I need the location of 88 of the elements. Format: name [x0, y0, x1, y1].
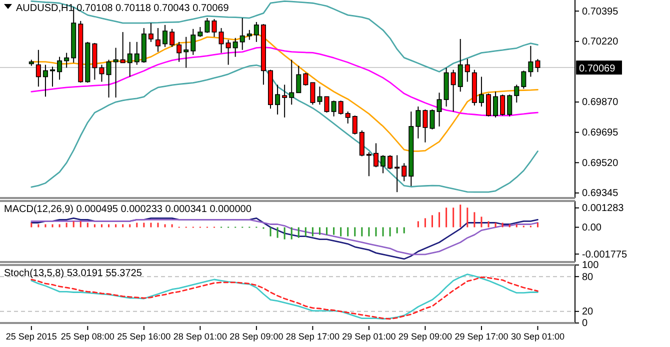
candlestick	[422, 108, 428, 143]
candlestick	[486, 93, 492, 117]
candlestick	[127, 41, 132, 78]
candlestick	[478, 76, 484, 108]
candlestick	[402, 162, 407, 182]
y-tick-label: 0.69870	[582, 97, 619, 108]
candlestick	[190, 28, 196, 56]
candlestick	[416, 106, 421, 139]
x-tick-label: 28 Sep 17:00	[286, 331, 340, 342]
candlestick	[528, 45, 534, 78]
x-tick-label: 25 Sep 16:00	[117, 331, 171, 342]
ref-line-label: 0.70069	[579, 64, 616, 75]
candlestick	[92, 42, 98, 80]
candlestick	[535, 58, 540, 73]
candlestick	[246, 29, 252, 40]
candlestick	[113, 47, 118, 98]
candlestick	[254, 22, 259, 42]
x-tick-label: 29 Sep 17:00	[454, 331, 508, 342]
x-tick-label: 29 Sep 01:00	[342, 331, 396, 342]
candlestick	[218, 28, 224, 54]
candlestick	[507, 94, 512, 117]
y-tick-label: 0.69695	[582, 128, 619, 139]
candlestick	[324, 96, 330, 114]
candlestick	[204, 18, 210, 34]
candlestick	[317, 86, 322, 106]
candlestick	[464, 58, 470, 82]
candlestick	[493, 91, 498, 118]
candlestick	[212, 18, 217, 38]
candlestick	[303, 72, 308, 86]
y-tick-label: 0	[582, 318, 588, 330]
candlestick	[198, 26, 203, 38]
x-tick-label: 25 Sep 08:00	[60, 331, 114, 342]
y-tick-label: -0.001775	[582, 249, 628, 260]
x-tick-label: 28 Sep 01:00	[173, 331, 227, 342]
x-tick-label: 29 Sep 09:00	[398, 331, 452, 342]
candlestick	[373, 142, 378, 168]
candlestick	[240, 18, 245, 50]
candlestick	[148, 22, 154, 42]
candlestick	[184, 36, 189, 68]
candlestick	[514, 84, 520, 104]
candlestick	[500, 94, 506, 116]
candlestick	[99, 64, 104, 82]
x-tick-label: 28 Sep 09:00	[230, 331, 284, 342]
candlestick	[430, 108, 435, 130]
candlestick	[380, 154, 386, 174]
candlestick	[436, 92, 442, 127]
candlestick	[450, 69, 456, 112]
candlestick	[345, 111, 350, 124]
y-tick-label: 0.70220	[582, 36, 619, 48]
candlestick	[338, 100, 344, 116]
y-tick-label: 0.69520	[582, 158, 619, 169]
candlestick	[120, 32, 126, 64]
candlestick	[282, 84, 288, 118]
candlestick	[275, 84, 280, 116]
candlestick	[162, 24, 168, 48]
y-tick-label: 100	[582, 260, 600, 272]
candlestick	[134, 41, 140, 66]
y-tick-label: 0.69345	[582, 188, 619, 200]
candlestick	[232, 37, 238, 58]
candlestick	[388, 154, 393, 170]
candlestick	[331, 100, 336, 117]
y-tick-label: 80	[582, 272, 594, 283]
candlestick	[36, 49, 41, 88]
y-tick-label: 0.001283	[582, 203, 624, 214]
y-tick-label: 0.70395	[582, 6, 619, 18]
candlestick	[458, 38, 463, 92]
candlestick	[106, 59, 112, 98]
candlestick	[359, 130, 364, 157]
y-tick-label: 0.00	[582, 222, 602, 234]
candlestick	[521, 70, 526, 90]
candlestick	[170, 28, 175, 48]
x-tick-label: 25 Sep 2015	[6, 331, 57, 342]
x-tick-label: 30 Sep 01:00	[510, 331, 565, 342]
candlestick	[226, 39, 231, 66]
y-tick-label: 20	[582, 306, 594, 318]
line-series	[30, 64, 538, 193]
candlestick	[42, 64, 48, 98]
candlestick	[64, 52, 70, 68]
candlestick	[155, 28, 160, 52]
chart-title: Stoch(13,5,8) 53.0191 55.3725	[4, 268, 142, 279]
line-series	[30, 46, 538, 116]
candlestick	[296, 65, 302, 94]
candlestick	[352, 115, 358, 135]
candlestick	[289, 59, 294, 106]
chart-title: MACD(12,26,9) 0.000495 0.000233 0.000341 0.000000	[4, 204, 252, 215]
candlestick	[176, 41, 182, 62]
candlestick	[310, 82, 316, 106]
candlestick	[57, 56, 62, 80]
